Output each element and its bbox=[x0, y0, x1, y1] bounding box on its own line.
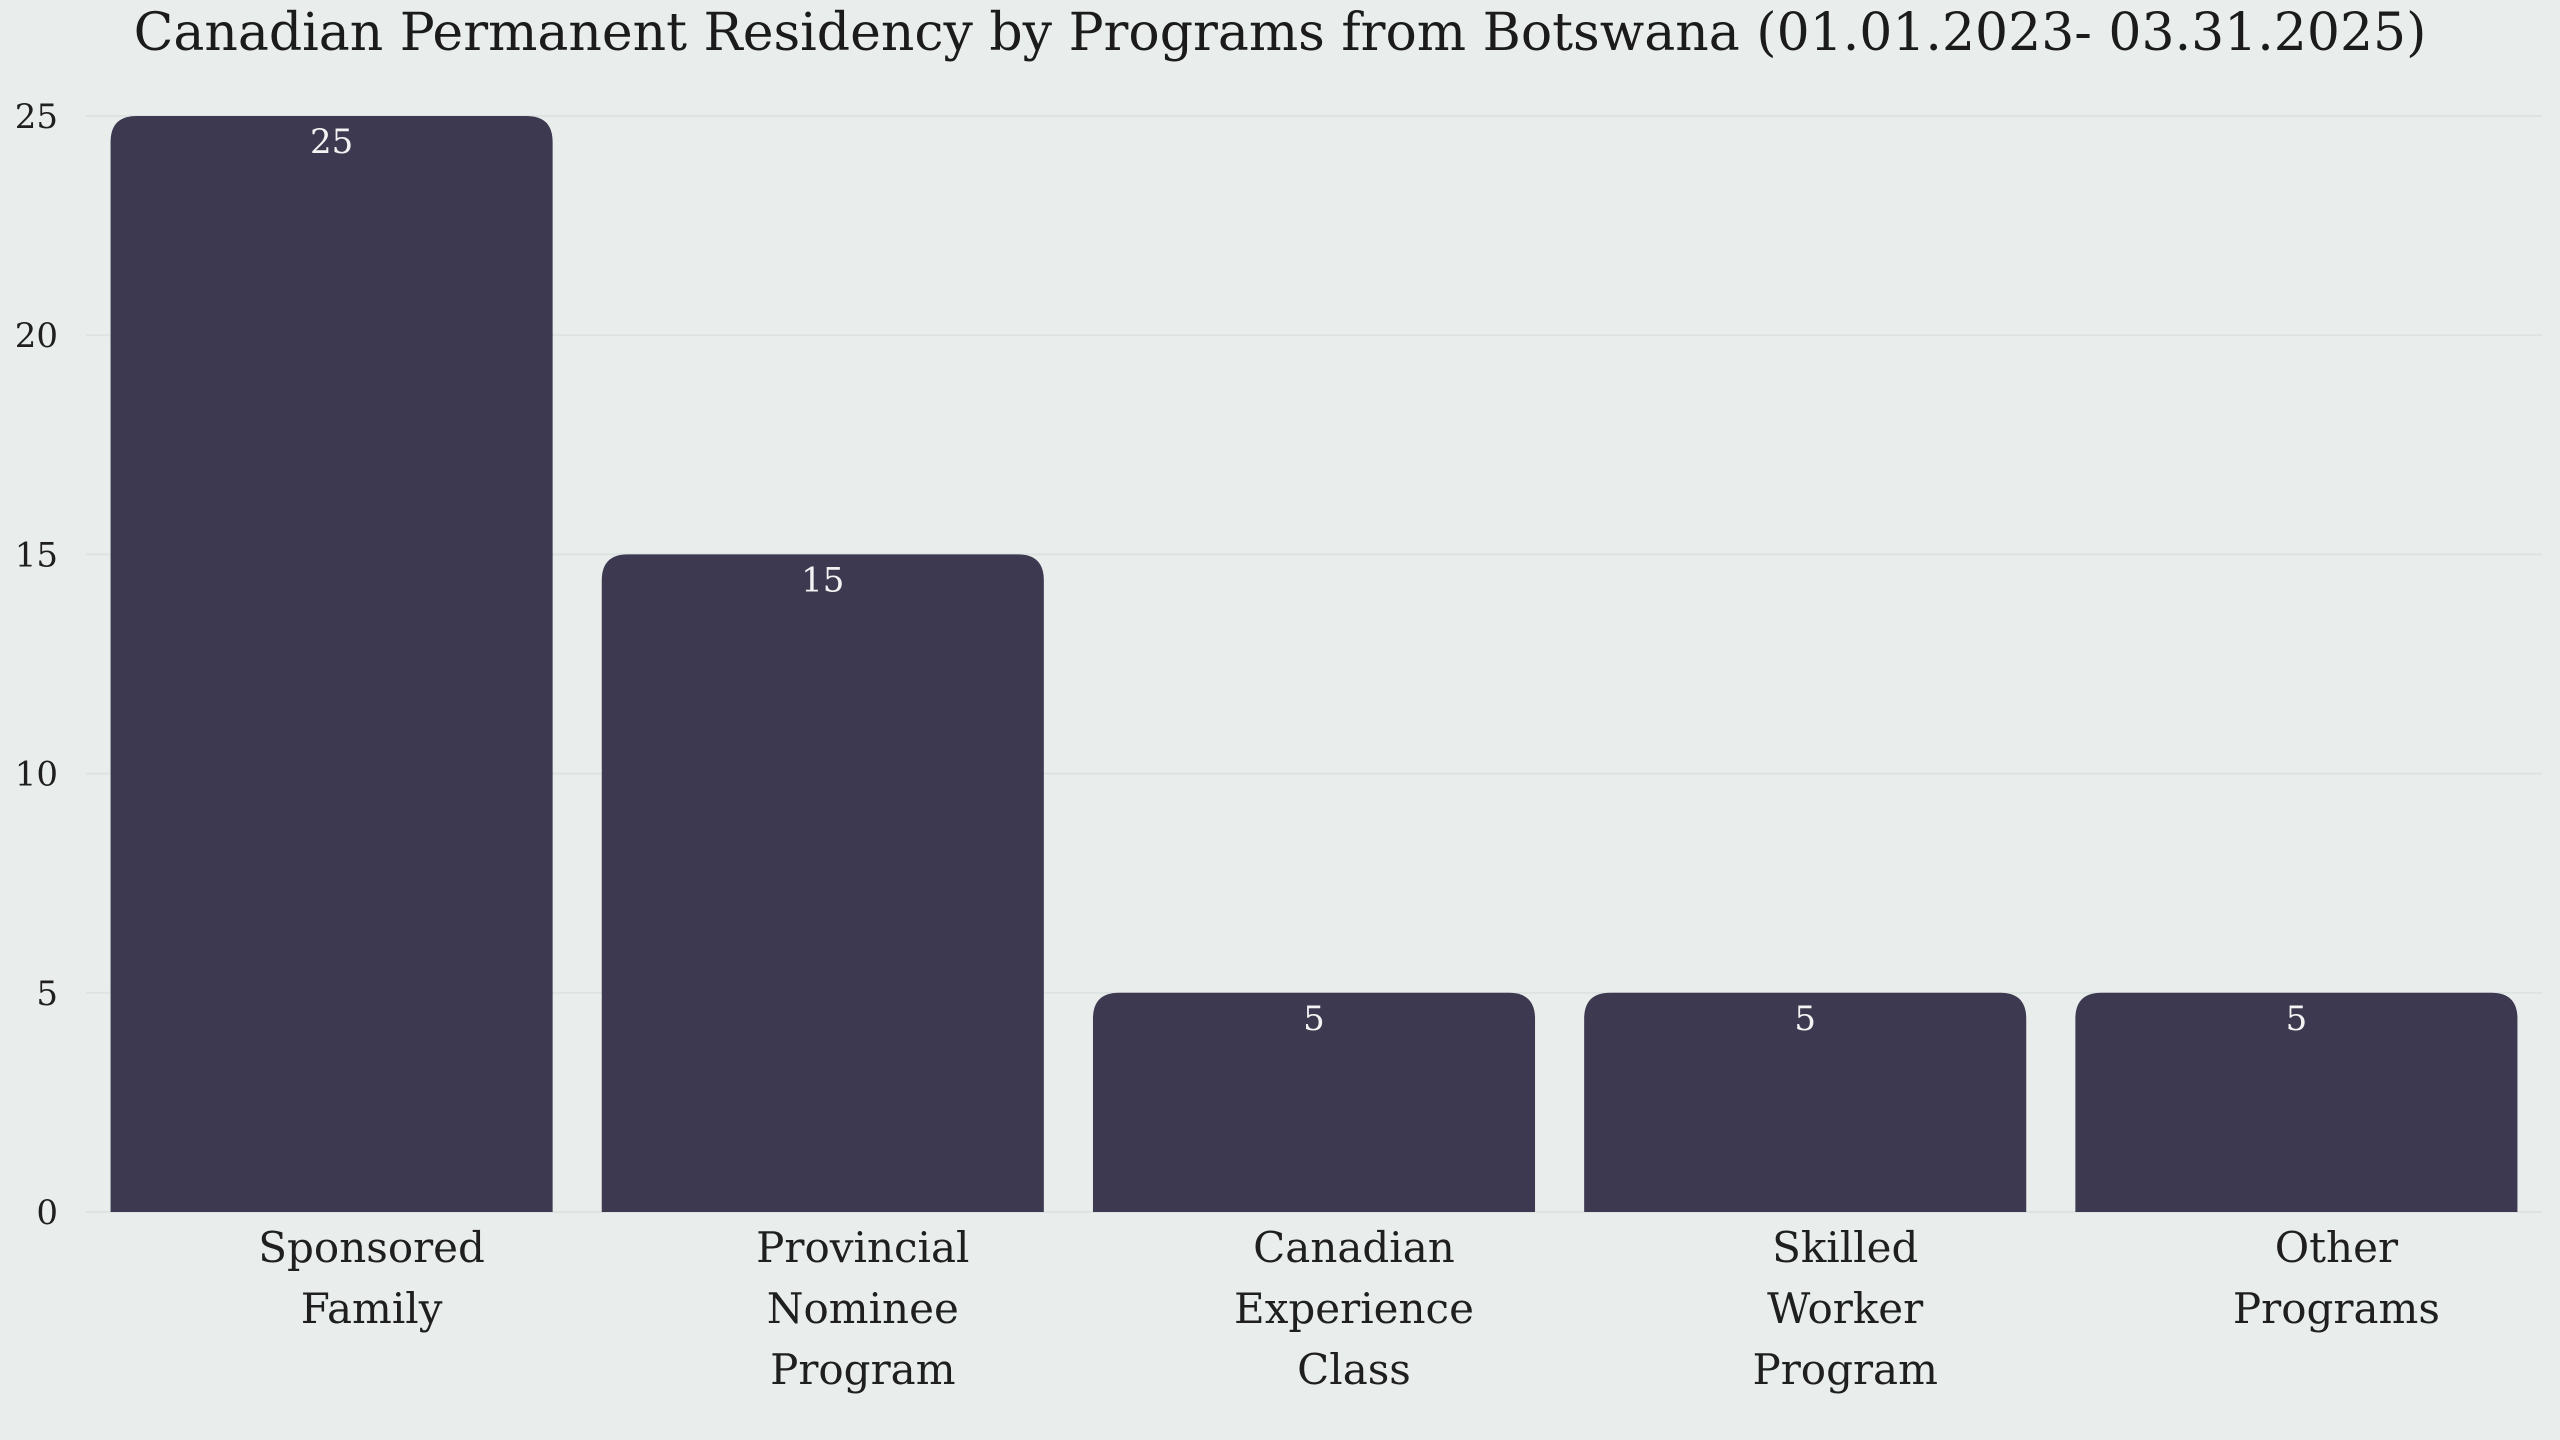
y-axis: 0 5 10 15 20 25 bbox=[15, 97, 58, 1233]
x-category-label-line: Programs bbox=[2233, 1284, 2440, 1333]
x-category-label-line: Nominee bbox=[767, 1284, 959, 1333]
data-label: 5 bbox=[2286, 999, 2308, 1039]
bar[interactable] bbox=[1584, 992, 2027, 1212]
x-category-label-line: Other bbox=[2275, 1223, 2399, 1272]
x-category-label-line: Program bbox=[770, 1345, 955, 1394]
data-label: 25 bbox=[310, 122, 353, 162]
x-category-label-line: Experience bbox=[1234, 1284, 1474, 1333]
chart-title: Canadian Permanent Residency by Programs… bbox=[134, 3, 2427, 63]
data-label-layer: 25 15 5 5 5 bbox=[310, 122, 2307, 1039]
x-category-label: Provincial Nominee Program bbox=[756, 1223, 969, 1394]
bar-layer bbox=[110, 116, 2518, 1212]
y-tick-label: 5 bbox=[36, 974, 58, 1014]
y-tick-label: 25 bbox=[15, 97, 58, 137]
x-category-label-line: Worker bbox=[1767, 1284, 1924, 1333]
bar[interactable] bbox=[2075, 992, 2518, 1212]
y-tick-label: 0 bbox=[36, 1193, 58, 1233]
x-category-label: Sponsored Family bbox=[258, 1223, 485, 1333]
data-label: 15 bbox=[801, 560, 844, 600]
x-category-label-line: Canadian bbox=[1253, 1223, 1455, 1272]
bar[interactable] bbox=[110, 116, 553, 1212]
x-category-label: Other Programs bbox=[2233, 1223, 2440, 1333]
x-axis: Sponsored Family Provincial Nominee Program C… bbox=[258, 1223, 2440, 1394]
x-category-label-line: Skilled bbox=[1772, 1223, 1918, 1272]
x-category-label-line: Class bbox=[1297, 1345, 1411, 1394]
x-category-label: Skilled Worker Program bbox=[1752, 1223, 1937, 1394]
x-category-label-line: Program bbox=[1752, 1345, 1937, 1394]
x-category-label-line: Family bbox=[301, 1284, 443, 1333]
bar[interactable] bbox=[1092, 992, 1536, 1212]
y-tick-label: 20 bbox=[15, 316, 58, 356]
y-tick-label: 10 bbox=[15, 755, 58, 795]
data-label: 5 bbox=[1303, 999, 1325, 1039]
x-category-label: Canadian Experience Class bbox=[1234, 1223, 1474, 1394]
x-category-label-line: Sponsored bbox=[258, 1223, 485, 1272]
data-label: 5 bbox=[1794, 999, 1816, 1039]
bar[interactable] bbox=[601, 554, 1044, 1212]
x-category-label-line: Provincial bbox=[756, 1223, 969, 1272]
y-tick-label: 15 bbox=[15, 535, 58, 575]
